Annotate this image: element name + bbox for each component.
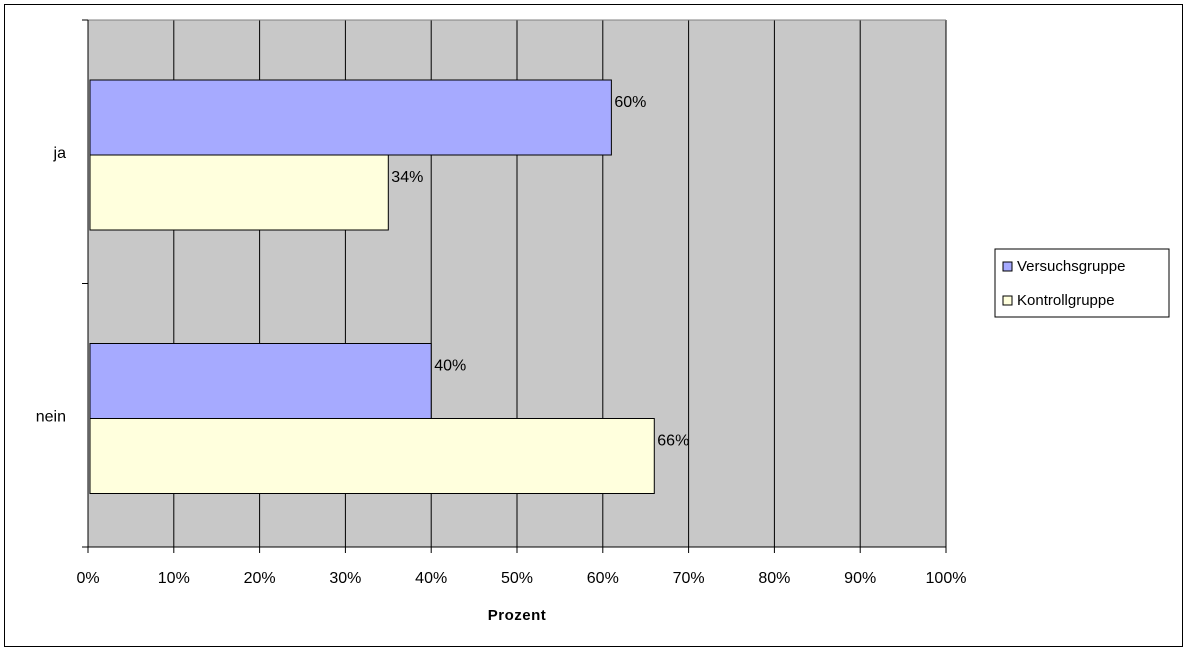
- legend: Versuchsgruppe Kontrollgruppe: [994, 248, 1170, 318]
- y-tick-label-ja: ja: [53, 145, 67, 162]
- legend-label-versuchsgruppe: Versuchsgruppe: [1017, 258, 1125, 275]
- axes: [82, 19, 947, 553]
- bar-ja-kontrollgruppe: [89, 154, 389, 231]
- data-label: 66%: [657, 433, 689, 450]
- data-labels: 60% 34% 40% 66%: [391, 94, 689, 450]
- x-tick-label: 70%: [673, 570, 705, 587]
- x-tick-label: 90%: [844, 570, 876, 587]
- data-label: 34%: [391, 169, 423, 186]
- data-label: 40%: [434, 358, 466, 375]
- bar-nein-versuchsgruppe: [89, 343, 432, 419]
- x-tick-label: 100%: [926, 570, 967, 587]
- x-tick-labels: 0% 10% 20% 30% 40% 50% 60% 70% 80% 90% 100%: [76, 570, 966, 587]
- bars: [89, 79, 655, 494]
- x-tick-label: 0%: [76, 570, 99, 587]
- bar-nein-kontrollgruppe: [89, 418, 655, 494]
- x-axis-title: Prozent: [488, 607, 547, 624]
- x-tick-label: 40%: [415, 570, 447, 587]
- bar-ja-versuchsgruppe: [89, 79, 612, 156]
- x-tick-label: 10%: [158, 570, 190, 587]
- legend-swatch-kontrollgruppe: [1002, 295, 1013, 306]
- y-tick-labels: ja nein: [36, 145, 66, 426]
- legend-swatch-versuchsgruppe: [1002, 261, 1013, 272]
- x-tick-label: 30%: [329, 570, 361, 587]
- x-tick-label: 60%: [587, 570, 619, 587]
- x-tick-label: 20%: [244, 570, 276, 587]
- legend-box: [994, 248, 1170, 318]
- legend-label-kontrollgruppe: Kontrollgruppe: [1017, 292, 1115, 309]
- data-label: 60%: [614, 94, 646, 111]
- x-tick-label: 80%: [758, 570, 790, 587]
- y-tick-label-nein: nein: [36, 408, 66, 425]
- x-tick-label: 50%: [501, 570, 533, 587]
